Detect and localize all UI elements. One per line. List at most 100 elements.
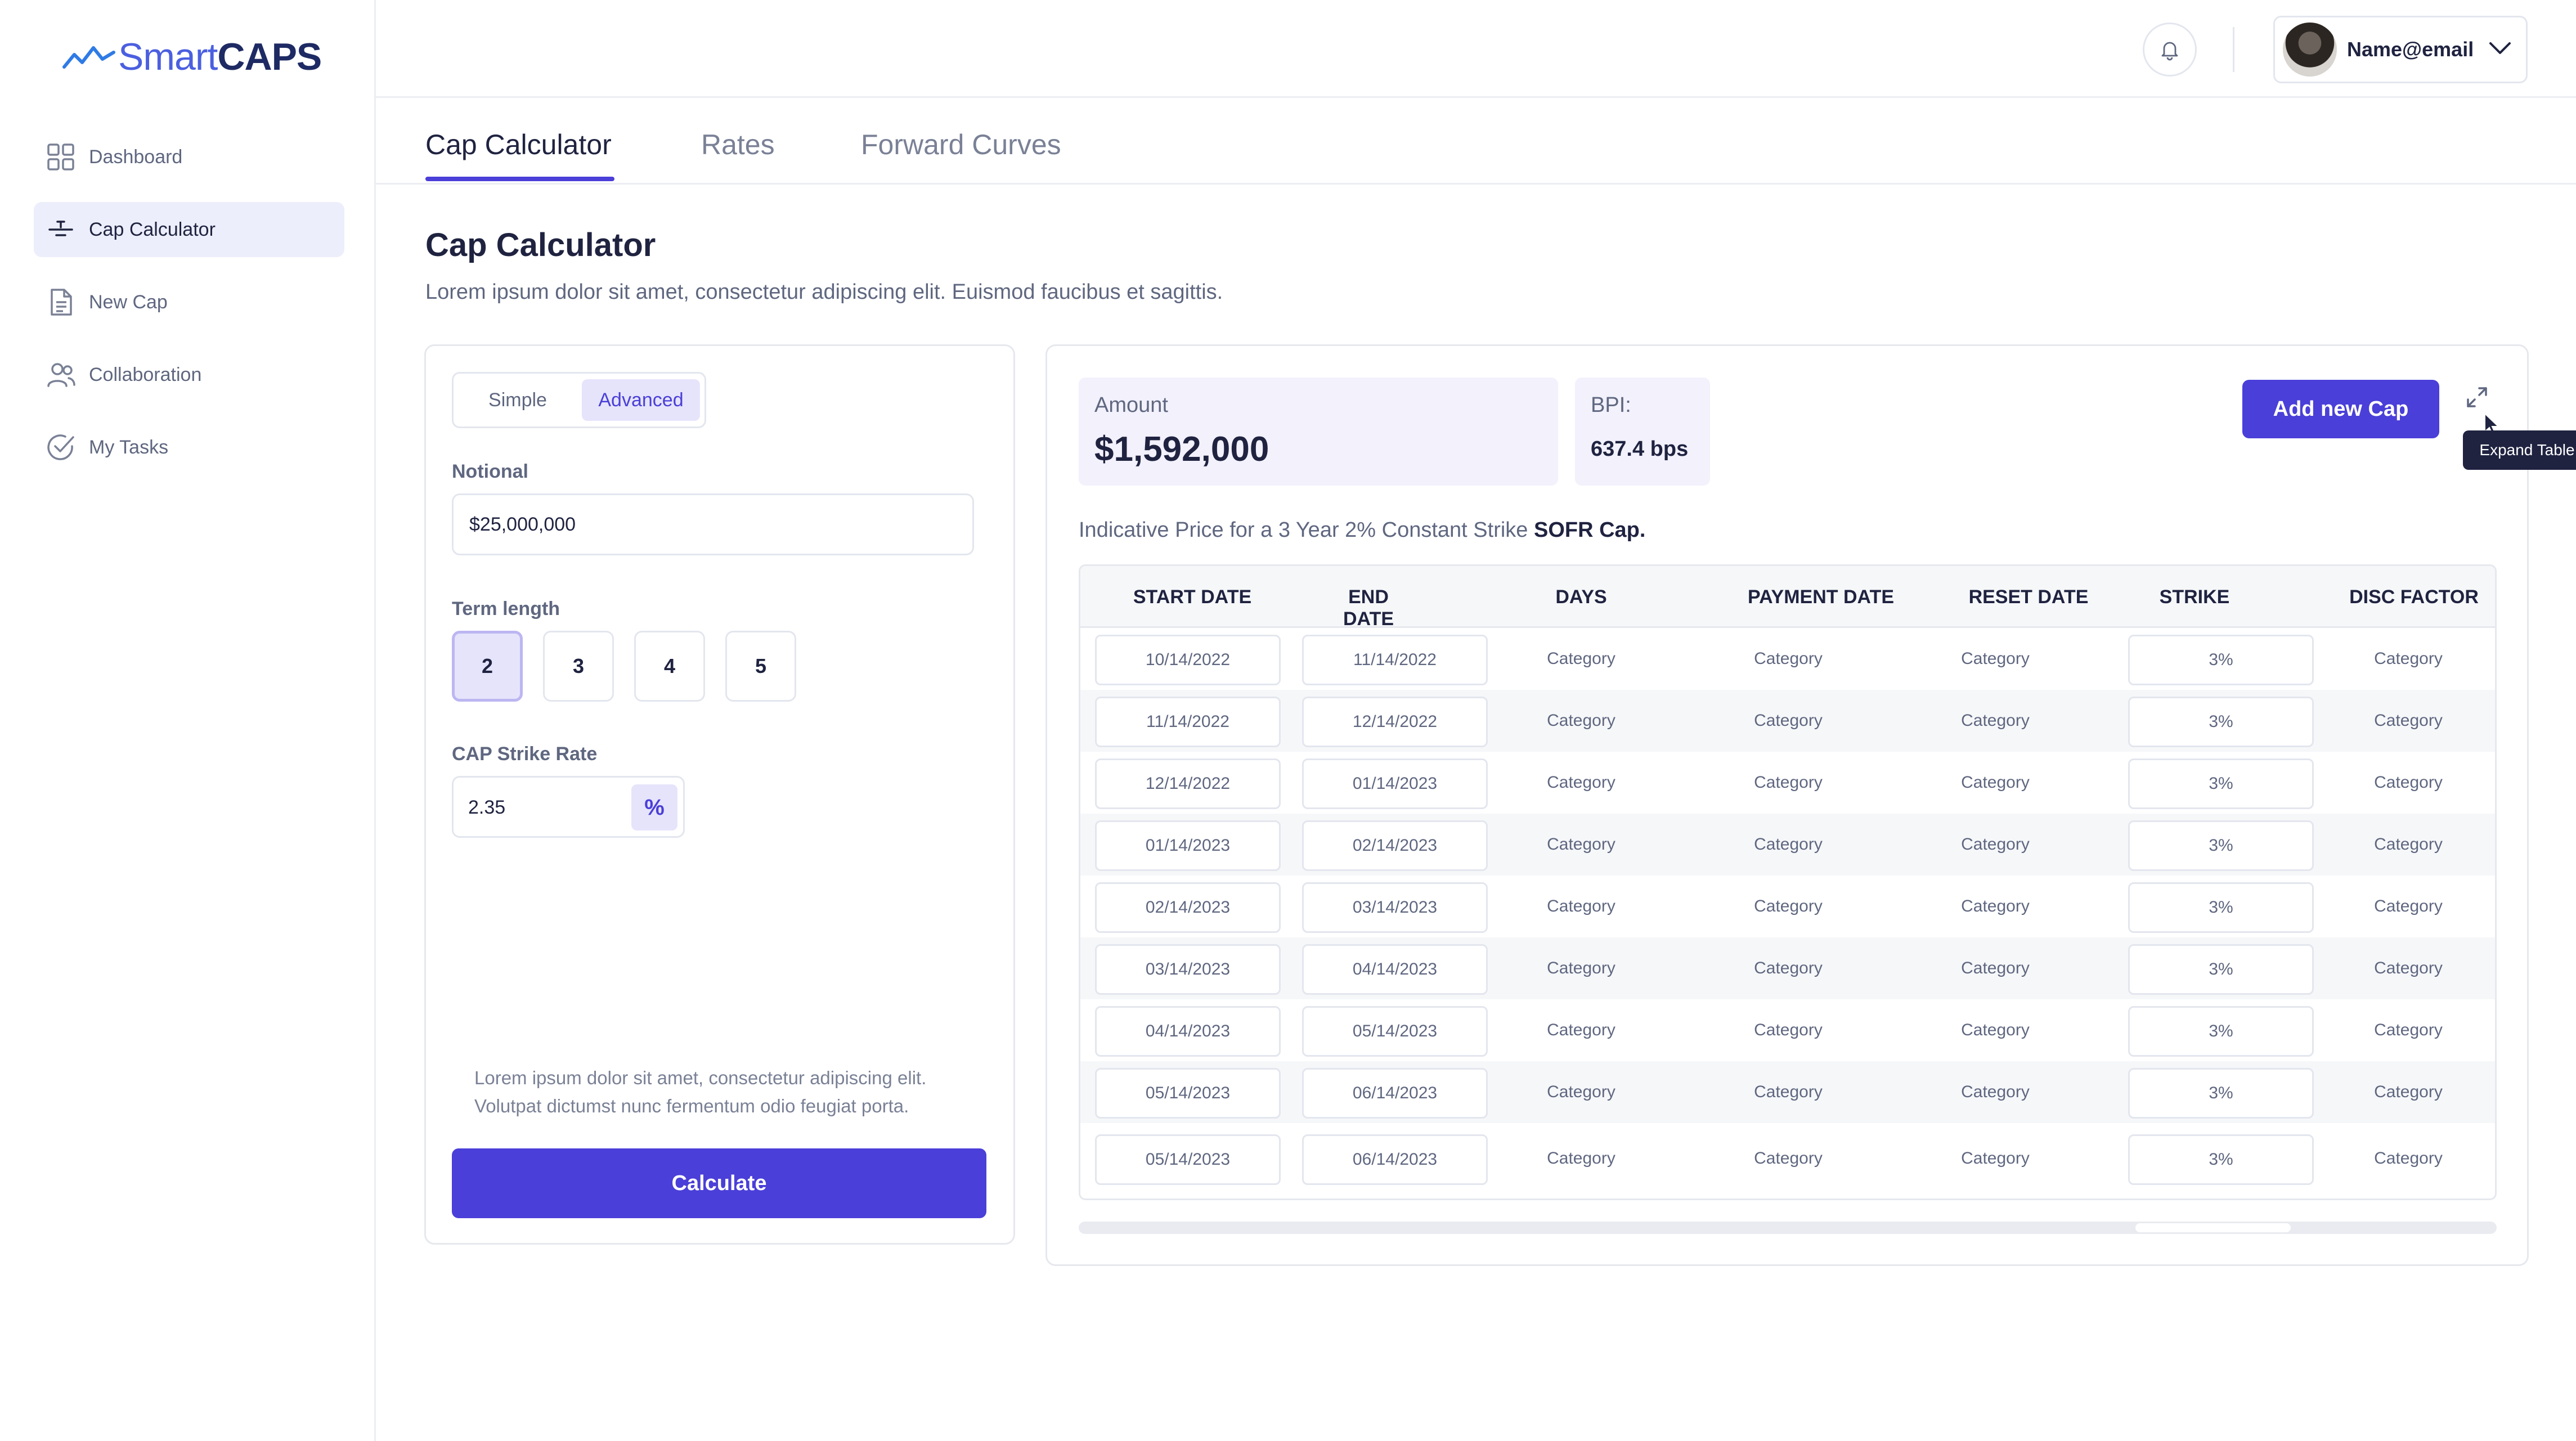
- end-date-input[interactable]: 03/14/2023: [1302, 882, 1488, 933]
- check-circle-icon: [44, 430, 78, 464]
- sidebar-item-dashboard[interactable]: Dashboard: [34, 129, 344, 185]
- table-cell: Category: [1961, 649, 2030, 668]
- strike-cell-input[interactable]: 3%: [2128, 1134, 2314, 1185]
- tab-forward-curves[interactable]: Forward Curves: [861, 129, 1061, 160]
- table-cell: Category: [2374, 1083, 2443, 1101]
- table-cell: Category: [1754, 835, 1823, 854]
- sidebar-item-collaboration[interactable]: Collaboration: [34, 347, 344, 402]
- mode-simple-button[interactable]: Simple: [488, 389, 547, 411]
- strike-cell-input[interactable]: 3%: [2128, 944, 2314, 995]
- table-cell: Category: [1547, 835, 1615, 854]
- page-subtitle: Lorem ipsum dolor sit amet, consectetur …: [425, 280, 1223, 304]
- start-date-input[interactable]: 04/14/2023: [1095, 1006, 1281, 1057]
- end-date-input[interactable]: 12/14/2022: [1302, 697, 1488, 747]
- end-date-input[interactable]: 06/14/2023: [1302, 1134, 1488, 1185]
- start-date-input[interactable]: 02/14/2023: [1095, 882, 1281, 933]
- end-date-input[interactable]: 04/14/2023: [1302, 944, 1488, 995]
- start-date-input[interactable]: 05/14/2023: [1095, 1134, 1281, 1185]
- start-date-input[interactable]: 10/14/2022: [1095, 635, 1281, 685]
- term-option-4[interactable]: 4: [634, 631, 705, 702]
- table-cell: Category: [1547, 1083, 1615, 1101]
- document-icon: [44, 285, 78, 319]
- percent-icon: %: [631, 784, 677, 831]
- start-date-input[interactable]: 03/14/2023: [1095, 944, 1281, 995]
- table-row: 05/14/2023 06/14/2023 Category Category Cate…: [1080, 1128, 2495, 1189]
- start-date-input[interactable]: 11/14/2022: [1095, 697, 1281, 747]
- column-header: DISC FACTOR: [2349, 586, 2479, 608]
- sidebar-item-my-tasks[interactable]: My Tasks: [34, 420, 344, 475]
- table-cell: Category: [2374, 649, 2443, 668]
- header-divider: [2233, 27, 2234, 72]
- horizontal-scrollbar[interactable]: [1079, 1222, 2497, 1234]
- end-date-input[interactable]: 02/14/2023: [1302, 820, 1488, 871]
- table-cell: Category: [1961, 1021, 2030, 1039]
- bpi-value: 637.4 bps: [1591, 437, 1689, 461]
- table-cell: Category: [1547, 897, 1615, 915]
- table-row: 12/14/2022 01/14/2023 Category Category Cate…: [1080, 752, 2495, 814]
- end-date-input[interactable]: 05/14/2023: [1302, 1006, 1488, 1057]
- strike-cell-input[interactable]: 3%: [2128, 697, 2314, 747]
- sidebar: SmartCAPS Dashboard Cap Calculator New C…: [0, 0, 376, 1441]
- table-cell: Category: [1547, 1021, 1615, 1039]
- table-cell: Category: [2374, 1021, 2443, 1039]
- table-cell: Category: [1547, 773, 1615, 792]
- term-option-2[interactable]: 2: [452, 631, 523, 702]
- indicative-price-text: Indicative Price for a 3 Year 2% Constan…: [1079, 518, 1646, 542]
- column-header: STRIKE: [2159, 586, 2230, 608]
- end-date-input[interactable]: 11/14/2022: [1302, 635, 1488, 685]
- table-row: 01/14/2023 02/14/2023 Category Category Cate…: [1080, 814, 2495, 876]
- table-cell: Category: [1961, 1149, 2030, 1168]
- end-date-input[interactable]: 06/14/2023: [1302, 1068, 1488, 1119]
- table-cell: Category: [2374, 711, 2443, 730]
- sidebar-item-cap-calculator[interactable]: Cap Calculator: [34, 202, 344, 257]
- strike-cell-input[interactable]: 3%: [2128, 1068, 2314, 1119]
- table-cell: Category: [1547, 1149, 1615, 1168]
- table-cell: Category: [2374, 1149, 2443, 1168]
- end-date-input[interactable]: 01/14/2023: [1302, 758, 1488, 809]
- results-card: Amount $1,592,000 BPI: 637.4 bps Add new…: [1045, 344, 2576, 1266]
- tab-cap-calculator[interactable]: Cap Calculator: [425, 129, 612, 160]
- table-cell: Category: [1961, 1083, 2030, 1101]
- start-date-input[interactable]: 05/14/2023: [1095, 1068, 1281, 1119]
- mode-advanced-button[interactable]: Advanced: [582, 379, 700, 421]
- table-cell: Category: [1754, 1149, 1823, 1168]
- user-menu[interactable]: Name@email: [2273, 16, 2528, 83]
- notional-input[interactable]: $25,000,000: [452, 493, 974, 555]
- table-cell: Category: [1754, 649, 1823, 668]
- table-cell: Category: [1547, 711, 1615, 730]
- table-cell: Category: [1961, 835, 2030, 854]
- expand-table-button[interactable]: [2457, 378, 2497, 417]
- strike-cell-input[interactable]: 3%: [2128, 820, 2314, 871]
- term-option-5[interactable]: 5: [725, 631, 796, 702]
- term-option-3[interactable]: 3: [543, 631, 614, 702]
- table-cell: Category: [1961, 959, 2030, 977]
- user-email: Name@email: [2347, 38, 2474, 61]
- strike-cell-input[interactable]: 3%: [2128, 758, 2314, 809]
- table-cell: Category: [2374, 835, 2443, 854]
- table-row: 11/14/2022 12/14/2022 Category Category Cate…: [1080, 690, 2495, 752]
- table-cell: Category: [1754, 1083, 1823, 1101]
- add-new-cap-button[interactable]: Add new Cap: [2242, 380, 2439, 438]
- sidebar-item-label: New Cap: [89, 291, 168, 313]
- grid-icon: [44, 140, 78, 174]
- table-cell: Category: [2374, 897, 2443, 915]
- notifications-button[interactable]: [2143, 23, 2197, 77]
- start-date-input[interactable]: 01/14/2023: [1095, 820, 1281, 871]
- logo[interactable]: SmartCAPS: [62, 32, 322, 82]
- strike-cell-input[interactable]: 3%: [2128, 635, 2314, 685]
- strike-cell-input[interactable]: 3%: [2128, 1006, 2314, 1057]
- start-date-input[interactable]: 12/14/2022: [1095, 758, 1281, 809]
- strike-cell-input[interactable]: 3%: [2128, 882, 2314, 933]
- table-cell: Category: [1547, 649, 1615, 668]
- table-header: START DATE END DATE DAYS PAYMENT DATE RE…: [1080, 566, 2495, 630]
- strike-rate-input[interactable]: 2.35 %: [452, 776, 685, 838]
- tab-bar: Cap Calculator Rates Forward Curves: [376, 98, 2576, 185]
- chevron-down-icon: [2488, 41, 2512, 59]
- top-bar: [376, 0, 2576, 98]
- sidebar-item-new-cap[interactable]: New Cap: [34, 275, 344, 330]
- scrollbar-thumb[interactable]: [2135, 1223, 2291, 1232]
- amount-label: Amount: [1094, 393, 1168, 417]
- tab-rates[interactable]: Rates: [701, 129, 775, 160]
- table-cell: Category: [2374, 959, 2443, 977]
- calculate-button[interactable]: Calculate: [452, 1148, 986, 1218]
